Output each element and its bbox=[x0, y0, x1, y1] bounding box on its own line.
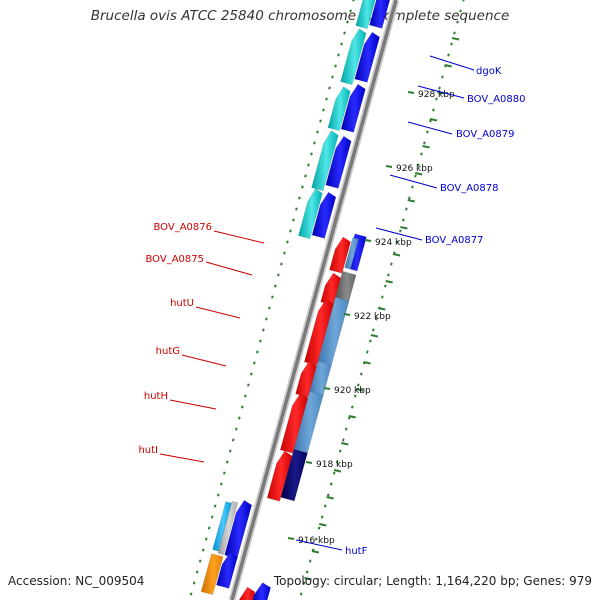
gene-BOV_A0876-red bbox=[329, 236, 351, 274]
gene-label-BOV_A0877: BOV_A0877 bbox=[425, 235, 484, 246]
gene-label-hutH: hutH bbox=[144, 391, 168, 402]
gene-hutF-blue bbox=[224, 499, 253, 559]
gene-label-BOV_A0880: BOV_A0880 bbox=[467, 94, 526, 105]
tick-label-4: 922 kbp bbox=[354, 312, 391, 322]
gene-bottom-blue bbox=[216, 551, 238, 589]
tick-label-3: 924 kbp bbox=[375, 238, 412, 248]
gene-hutF-light bbox=[217, 500, 239, 556]
inner-dotted-ring bbox=[189, 0, 355, 596]
gene-label-dgoK: dgoK bbox=[476, 66, 502, 77]
gene-hutI-navy bbox=[280, 448, 308, 502]
gene-BOV_A0878-arrow bbox=[311, 191, 337, 239]
reverse-label-line-2 bbox=[205, 261, 253, 276]
gene-block-upper-1 bbox=[369, 0, 391, 29]
outer-dash-ring bbox=[304, 37, 460, 581]
gene-cyan-2 bbox=[327, 86, 351, 132]
reverse-label-line-1 bbox=[213, 230, 265, 244]
gene-hutF-sky bbox=[212, 501, 232, 552]
tick-label-6: 918 kbp bbox=[316, 460, 353, 470]
gene-cyan-1 bbox=[340, 28, 367, 86]
gene-hutI-red bbox=[266, 450, 293, 502]
forward-label-line-4 bbox=[389, 174, 438, 189]
tick-mark-7 bbox=[287, 537, 295, 540]
accession-label: Accession: NC_009504 bbox=[8, 574, 145, 588]
gene-label-hutG: hutG bbox=[156, 346, 180, 357]
gene-label-BOV_A0878: BOV_A0878 bbox=[440, 183, 499, 194]
tick-label-2: 926 kbp bbox=[396, 164, 433, 174]
forward-label-line-3 bbox=[407, 121, 453, 135]
gene-BOV_A0880-arrow bbox=[340, 83, 366, 133]
reverse-label-line-3 bbox=[195, 306, 241, 319]
gene-label-BOV_A0879: BOV_A0879 bbox=[456, 129, 515, 140]
reverse-label-line-4 bbox=[181, 354, 227, 367]
gene-bottom-left-blue bbox=[252, 582, 271, 600]
tick-label-1: 928 kbp bbox=[418, 90, 455, 100]
gene-label-hutI: hutI bbox=[138, 445, 158, 456]
gene-BOV_A0879-arrow bbox=[325, 135, 352, 189]
reverse-label-line-5 bbox=[169, 399, 217, 410]
forward-label-line-1 bbox=[429, 55, 475, 71]
tick-label-5: 920 kbp bbox=[334, 386, 371, 396]
tick-mark-5 bbox=[323, 387, 331, 390]
tick-mark-1 bbox=[407, 91, 415, 94]
sequence-summary: Topology: circular; Length: 1,164,220 bp… bbox=[273, 574, 592, 588]
tick-mark-4 bbox=[343, 313, 351, 316]
gene-BOV_A0875-gray bbox=[335, 270, 357, 302]
forward-label-line-5 bbox=[375, 227, 423, 241]
gene-bottom-orange bbox=[200, 553, 224, 596]
gene-BOV_A0876-steel bbox=[344, 237, 359, 270]
backbone bbox=[230, 0, 398, 600]
gene-label-BOV_A0876: BOV_A0876 bbox=[153, 222, 212, 233]
reverse-label-line-6 bbox=[159, 453, 205, 463]
gene-label-hutU: hutU bbox=[170, 298, 194, 309]
gene-label-BOV_A0875: BOV_A0875 bbox=[145, 254, 204, 265]
tick-mark-3 bbox=[364, 239, 372, 242]
gene-label-hutF: hutF bbox=[345, 546, 368, 557]
tick-mark-2 bbox=[385, 165, 393, 168]
gene-bottom-left-red bbox=[238, 586, 256, 600]
forward-label-line-6 bbox=[295, 539, 343, 551]
tick-label-7: 916 kbp bbox=[298, 536, 335, 546]
gene-dgoK-arrow bbox=[354, 31, 380, 83]
gene-block-upper-2 bbox=[355, 0, 376, 30]
map-title: Brucella ovis ATCC 25840 chromosome II, … bbox=[90, 8, 510, 24]
forward-label-line-2 bbox=[417, 85, 465, 99]
gene-cyan-3 bbox=[311, 130, 339, 192]
gene-BOV_A0877-arrow bbox=[298, 188, 323, 240]
tick-mark-6 bbox=[305, 461, 313, 464]
